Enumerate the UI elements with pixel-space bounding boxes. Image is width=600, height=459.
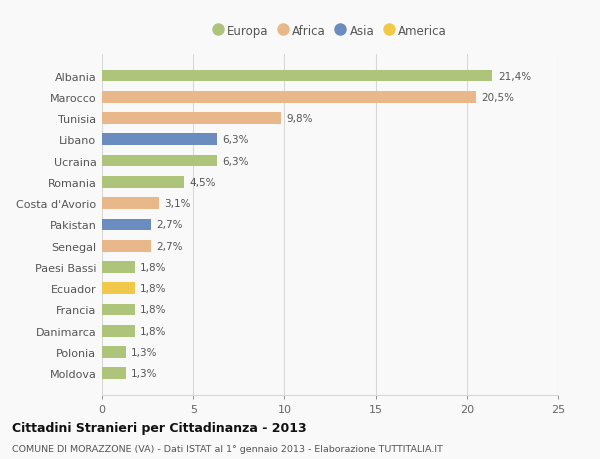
Bar: [102, 368, 126, 379]
Text: 1,8%: 1,8%: [140, 263, 167, 272]
Bar: [102, 347, 126, 358]
Text: 2,7%: 2,7%: [157, 241, 183, 251]
Bar: [102, 198, 158, 209]
Bar: [102, 92, 476, 103]
Bar: [102, 134, 217, 146]
Bar: [102, 241, 151, 252]
Text: 1,8%: 1,8%: [140, 305, 167, 315]
Text: 1,3%: 1,3%: [131, 347, 158, 357]
Bar: [102, 262, 135, 273]
Legend: Europa, Africa, Asia, America: Europa, Africa, Asia, America: [208, 20, 452, 43]
Text: 1,8%: 1,8%: [140, 326, 167, 336]
Text: 3,1%: 3,1%: [164, 199, 191, 209]
Bar: [102, 283, 135, 294]
Bar: [102, 219, 151, 231]
Bar: [102, 71, 493, 82]
Text: 2,7%: 2,7%: [157, 220, 183, 230]
Text: 1,3%: 1,3%: [131, 369, 158, 379]
Bar: [102, 177, 184, 188]
Text: 20,5%: 20,5%: [481, 93, 514, 102]
Bar: [102, 156, 217, 167]
Bar: [102, 304, 135, 316]
Bar: [102, 325, 135, 337]
Text: COMUNE DI MORAZZONE (VA) - Dati ISTAT al 1° gennaio 2013 - Elaborazione TUTTITAL: COMUNE DI MORAZZONE (VA) - Dati ISTAT al…: [12, 444, 443, 453]
Text: Cittadini Stranieri per Cittadinanza - 2013: Cittadini Stranieri per Cittadinanza - 2…: [12, 421, 307, 434]
Text: 9,8%: 9,8%: [286, 114, 313, 124]
Bar: [102, 113, 281, 125]
Text: 6,3%: 6,3%: [223, 156, 249, 166]
Text: 6,3%: 6,3%: [223, 135, 249, 145]
Text: 1,8%: 1,8%: [140, 284, 167, 294]
Text: 4,5%: 4,5%: [190, 178, 216, 187]
Text: 21,4%: 21,4%: [498, 71, 531, 81]
